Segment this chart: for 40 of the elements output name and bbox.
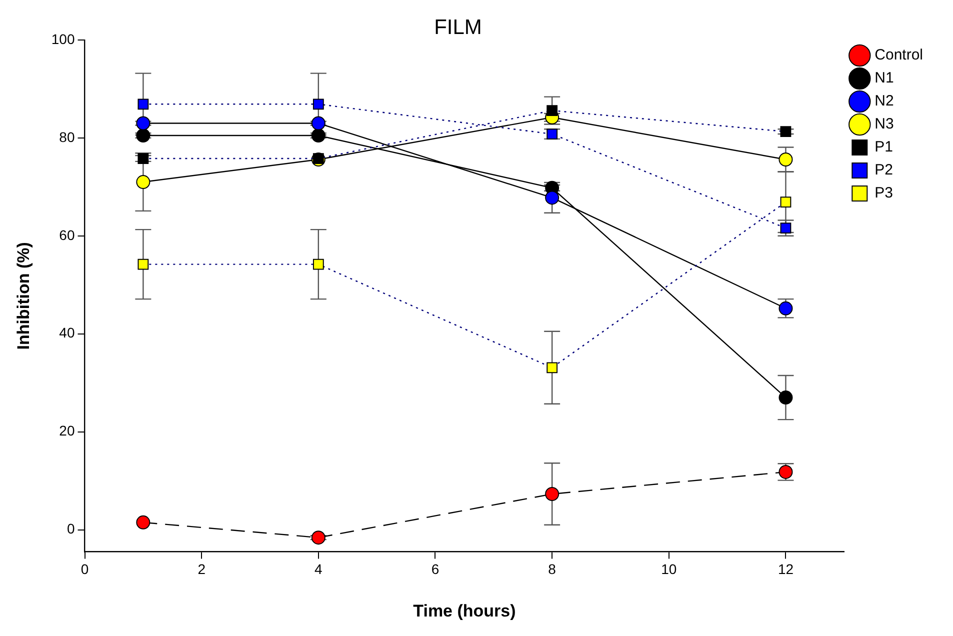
point [780,196,792,208]
y-tick-label: 40 [59,324,75,341]
legend-label: N2 [874,92,894,110]
y-tick-label: 60 [59,226,75,243]
y-tick-label: 0 [66,520,75,537]
point [780,126,792,138]
x-axis-title: Time (hours) [413,601,516,620]
y-tick-label: 20 [59,422,75,439]
point [545,487,560,502]
y-tick-label: 80 [59,128,75,145]
point [546,105,558,116]
point [778,152,793,166]
point [138,258,149,270]
point [546,362,558,374]
legend-label: N1 [874,70,894,87]
x-tick-label: 6 [431,561,440,578]
legend-label: P3 [874,184,894,202]
legend-label: P2 [874,162,894,179]
legend-label: P1 [874,138,894,156]
y-tick-label: 100 [51,30,75,47]
point [136,116,150,130]
chart-title: FILM [433,16,483,40]
point [545,190,560,205]
point [136,515,150,530]
x-tick-label: 2 [198,561,206,578]
point [778,390,793,405]
point [312,258,324,270]
x-tick-label: 8 [548,561,556,578]
y-axis-title: Inhibition (%) [14,242,33,350]
point [312,153,324,164]
point [138,153,149,164]
x-tick-label: 0 [80,561,89,578]
legend-label: N3 [874,116,894,133]
x-tick-label: 10 [661,561,677,578]
x-tick-label: 12 [778,561,794,578]
legend-label: Control [874,46,924,64]
point [311,530,326,545]
x-tick-label: 4 [314,561,323,578]
point [136,175,150,190]
point [311,116,326,130]
